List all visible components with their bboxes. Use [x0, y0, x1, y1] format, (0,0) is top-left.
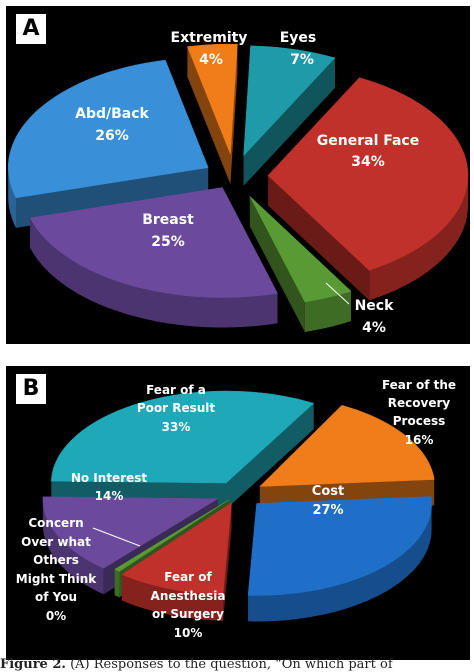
slice-value-cost: 27%	[312, 503, 343, 518]
panel-a: Eyes 7% General Face 34% Neck 4% Breast …	[6, 6, 470, 344]
concern-leader-line	[92, 527, 141, 547]
pie-slice-abd-back	[8, 59, 209, 228]
pie-chart-a: Eyes 7% General Face 34% Neck 4% Breast …	[8, 30, 469, 336]
slice-label-concern-5: of You	[35, 590, 77, 604]
slice-label-breast: Breast	[142, 212, 194, 228]
slice-label-fear-anesthesia-2: Anesthesia	[151, 589, 226, 603]
slice-value-concern: 0%	[46, 609, 66, 623]
pie-slice-fear-of-the-recovery-process	[259, 405, 435, 513]
pie-chart-b: Fear of the Recovery Process 16% Cost 27…	[16, 378, 456, 640]
slice-value-no-interest: 14%	[95, 489, 124, 503]
slice-label-concern-4: Might Think	[16, 572, 97, 586]
slice-value-abd-back: 26%	[95, 128, 129, 144]
slice-value-eyes: 7%	[290, 52, 314, 68]
panel-b-label: B	[16, 374, 46, 404]
slice-value-fear-poor-result: 33%	[162, 420, 191, 434]
pie-slice-cost	[247, 496, 432, 622]
slice-label-abd-back: Abd/Back	[75, 106, 149, 122]
slice-value-breast: 25%	[151, 234, 185, 250]
pie-slice-fear-of-anesthesia-or-surgery	[121, 502, 232, 621]
slice-label-concern-3: Others	[33, 553, 79, 567]
slice-value-fear-recovery: 16%	[405, 433, 434, 447]
slice-label-fear-anesthesia-1: Fear of	[164, 570, 212, 584]
slice-label-eyes: Eyes	[280, 30, 317, 46]
slice-label-fear-poor-result-2: Poor Result	[137, 401, 216, 415]
caption-text: (A) Responses to the question, “On which…	[70, 657, 393, 672]
slice-label-no-interest: No Interest	[71, 471, 148, 485]
slice-label-fear-recovery-3: Process	[393, 414, 446, 428]
slice-value-extremity: 4%	[199, 52, 223, 68]
panel-b: Fear of the Recovery Process 16% Cost 27…	[6, 366, 470, 660]
slice-label-general-face: General Face	[317, 133, 419, 149]
slice-value-fear-anesthesia: 10%	[174, 626, 203, 640]
pie-slice-extremity	[187, 43, 238, 185]
slice-value-general-face: 34%	[351, 154, 385, 170]
slice-label-fear-poor-result-1: Fear of a	[146, 383, 206, 397]
slice-label-extremity: Extremity	[171, 30, 248, 46]
slice-value-neck: 4%	[362, 320, 386, 336]
slice-label-neck: Neck	[355, 298, 395, 314]
pie-slice-neck	[249, 196, 352, 332]
slice-label-cost: Cost	[312, 484, 344, 499]
neck-leader-line	[325, 282, 350, 305]
caption-prefix: Figure 2.	[0, 657, 66, 672]
pie-slice-general-face	[267, 77, 469, 301]
pie-slice-breast	[29, 187, 278, 328]
pie-slice-fear-of-a-poor-result	[51, 390, 315, 509]
slice-label-fear-anesthesia-3: or Surgery	[152, 607, 224, 621]
pie-slice-no-interest	[42, 496, 219, 595]
panel-a-label: A	[16, 14, 46, 44]
slice-label-concern-2: Over what	[21, 535, 91, 549]
slice-label-fear-recovery-2: Recovery	[388, 396, 451, 410]
figure-caption: Figure 2. (A) Responses to the question,…	[0, 657, 474, 672]
slice-label-fear-recovery-1: Fear of the	[382, 378, 456, 392]
slice-label-concern-1: Concern	[28, 516, 83, 530]
pie-slice-eyes	[243, 45, 336, 186]
